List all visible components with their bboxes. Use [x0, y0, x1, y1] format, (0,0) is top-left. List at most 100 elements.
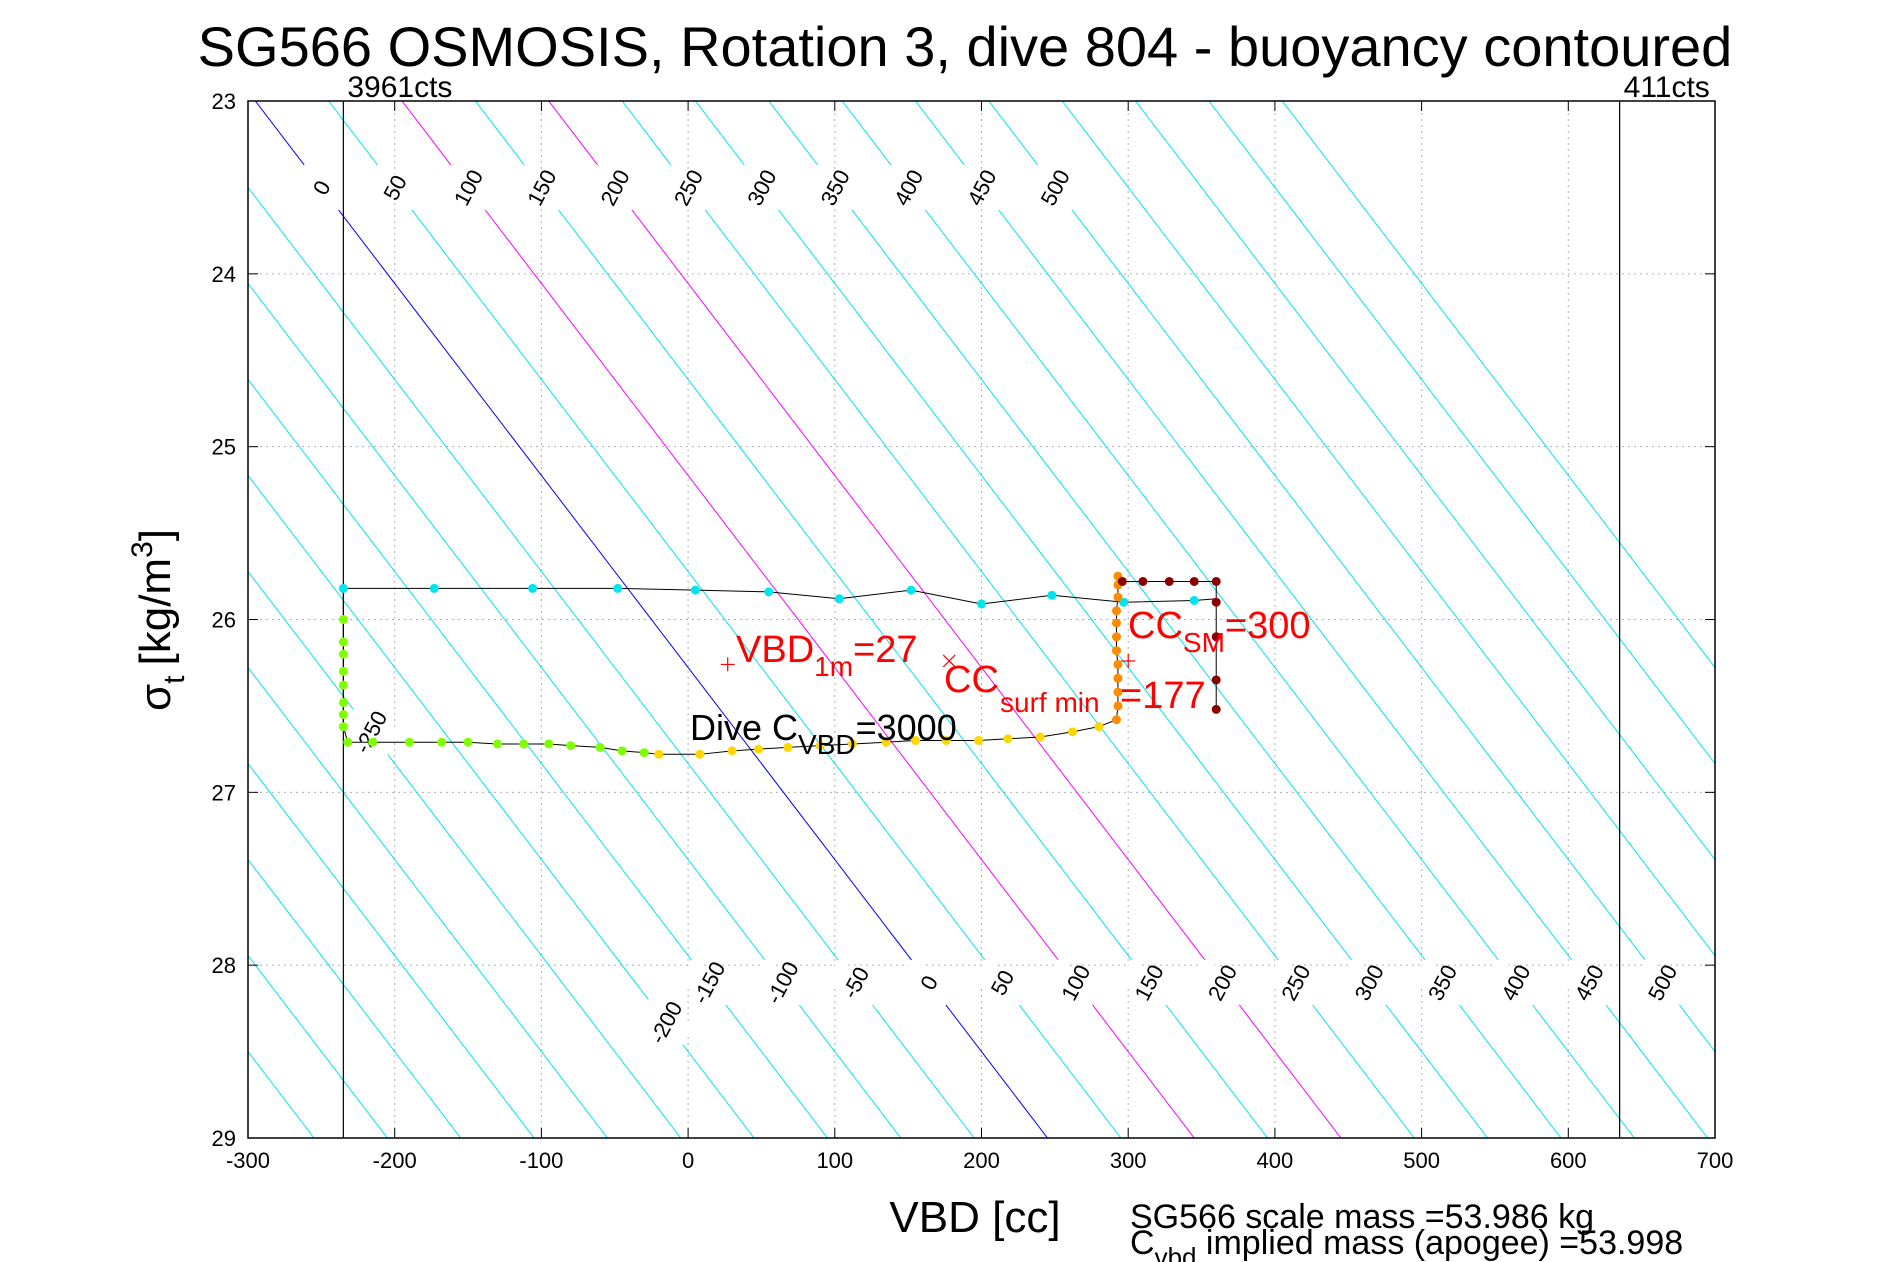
y-label-sup: 3	[126, 541, 159, 558]
contour-label-bg	[1486, 959, 1545, 1006]
data-point	[1211, 675, 1221, 685]
data-point	[847, 739, 857, 749]
data-point	[639, 748, 649, 758]
contour-label-bg	[1120, 959, 1178, 1006]
chart-title: SG566 OSMOSIS, Rotation 3, dive 804 - bu…	[198, 15, 1733, 78]
contour-label-bg	[973, 959, 1031, 1006]
contour-line	[1135, 101, 1715, 861]
dive-profile	[338, 571, 1221, 759]
data-point	[754, 744, 764, 754]
vbd1m-label: VBD1m=27	[736, 629, 918, 682]
contour-label-bg	[1026, 164, 1084, 211]
descent-path	[343, 587, 1195, 605]
cc-sm-label: CCSM=300	[1128, 605, 1310, 658]
annotation-marker	[942, 654, 956, 668]
contour-line	[248, 474, 755, 1138]
y-axis-label: σt [kg/m3]	[126, 529, 191, 711]
contour-label-bg	[879, 164, 937, 211]
footer-scale-mass: SG566 scale mass =53.986 kg	[1130, 1198, 1594, 1236]
contour-line	[1061, 101, 1715, 957]
data-point	[437, 737, 447, 747]
contour-label-bg	[900, 959, 958, 1006]
data-point	[977, 599, 986, 609]
footer-implied-mass: Cvbd implied mass (apogee) =53.998	[1130, 1224, 1683, 1262]
contour-label-bg	[806, 164, 864, 211]
data-point	[1113, 701, 1123, 711]
data-point	[544, 739, 554, 749]
data-point	[338, 583, 348, 593]
count-lines: 3961cts 411cts	[342, 71, 1710, 1138]
x-tick-label: 400	[1257, 1148, 1294, 1173]
data-point	[1211, 597, 1221, 607]
data-point	[1111, 715, 1121, 725]
dive-cvbd-label: Dive CVBD=3000	[690, 707, 957, 760]
data-point	[974, 735, 984, 745]
contour-label-bg	[512, 164, 570, 211]
x-tick-label: 100	[816, 1148, 853, 1173]
x-tick-label: -200	[373, 1148, 417, 1173]
data-point	[463, 737, 473, 747]
grid	[248, 101, 1715, 1138]
contour-line	[1281, 101, 1715, 669]
x-tick-label: 500	[1403, 1148, 1440, 1173]
y-label-close: ]	[131, 529, 180, 541]
y-tick-label: 27	[212, 780, 236, 805]
data-point	[1119, 597, 1129, 607]
data-point	[910, 735, 920, 745]
y-tick-label: 26	[212, 608, 236, 633]
data-point	[1113, 673, 1123, 683]
y-tick-label: 29	[212, 1126, 236, 1151]
y-label-sigma: σ	[131, 684, 180, 711]
contour-label-bg	[659, 164, 717, 211]
data-point	[338, 710, 348, 720]
contour-line	[248, 762, 535, 1138]
svg-text:σt[kg/m3]: σt [kg/m3]	[126, 529, 191, 711]
data-point	[834, 594, 844, 604]
annotation-marker	[720, 657, 735, 672]
x-axis-ticks: -300 -200 -100 0 100 200 300 400 500 600 700	[226, 101, 1733, 1173]
contour-line	[248, 858, 462, 1138]
data-point	[1067, 727, 1077, 737]
data-point	[1111, 606, 1121, 616]
data-point	[338, 697, 348, 707]
x-axis-label: VBD [cc]	[889, 1193, 1060, 1242]
data-point	[1111, 632, 1121, 642]
data-point	[595, 742, 605, 752]
y-axis-ticks: 23 24 25 26 27 28 29	[212, 89, 1715, 1151]
data-point	[1003, 734, 1013, 744]
data-point	[519, 739, 529, 749]
count-line-label: 411cts	[1624, 71, 1710, 104]
y-tick-label: 23	[212, 89, 236, 114]
contour-label-bg	[366, 164, 424, 211]
data-point	[881, 737, 891, 747]
contour-label-bg	[680, 959, 738, 1006]
data-point	[613, 583, 623, 593]
contour-label-bg	[1560, 959, 1618, 1006]
data-point	[815, 741, 825, 751]
contour-label-bg	[1413, 959, 1471, 1006]
data-point	[695, 749, 705, 759]
contour-label-bg	[753, 959, 811, 1006]
data-point	[1111, 646, 1121, 656]
data-point	[1113, 659, 1123, 669]
contour-label-bg	[637, 999, 695, 1046]
annotation-marker	[1121, 653, 1136, 668]
footer: SG566 scale mass =53.986 kg Cvbd implied…	[1130, 1198, 1683, 1262]
y-label-sub: t	[158, 675, 191, 684]
x-tick-label: 600	[1550, 1148, 1587, 1173]
contour-line	[248, 666, 608, 1138]
data-point	[783, 742, 793, 752]
y-label-unit: [kg/m	[131, 558, 180, 666]
data-point	[1111, 618, 1121, 628]
contour-label-bg	[1266, 959, 1325, 1006]
cc-surf-min-label: CCsurf min =177	[944, 659, 1206, 718]
x-tick-label: 200	[963, 1148, 1000, 1173]
data-point	[941, 735, 951, 745]
data-point	[1047, 590, 1057, 600]
contour-label-bg	[1340, 959, 1398, 1006]
contour-label-bg	[586, 164, 644, 211]
contour-label-bg	[826, 959, 884, 1006]
contour-label-bg	[952, 164, 1011, 211]
contour-label-bg	[1046, 959, 1104, 1006]
